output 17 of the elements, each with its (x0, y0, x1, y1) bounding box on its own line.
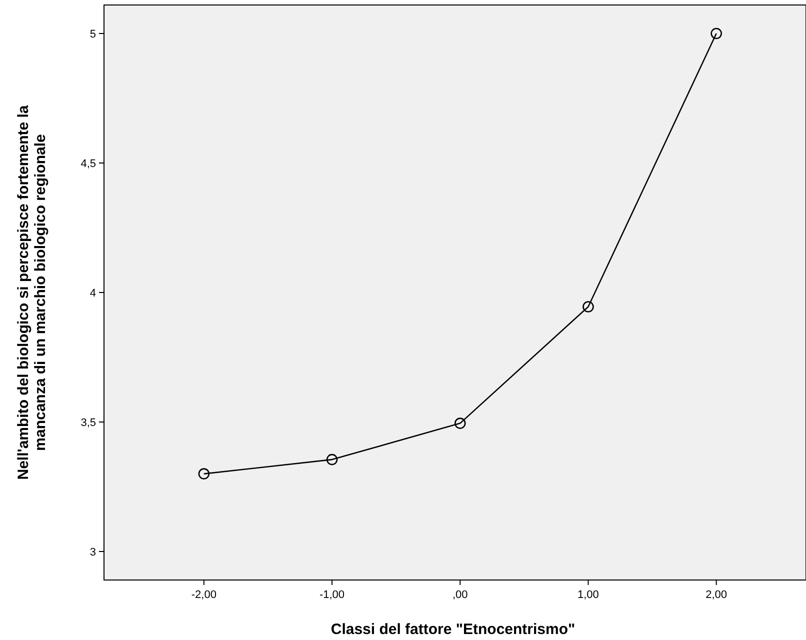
y-tick-label: 5 (90, 28, 96, 40)
point (326, 454, 338, 466)
y-tick-label: 4 (90, 287, 96, 300)
point (710, 28, 722, 40)
y-tick-label: 3 (90, 546, 96, 558)
y-tick-label: 3,5 (80, 416, 96, 429)
y-axis-title: Nell'ambito del biologico si percepisce fortemente la mancanza di un marchio biologico regionale (15, 104, 49, 480)
x-axis-title: Classi del fattore "Etnocentrismo" (330, 621, 576, 638)
x-tick-label: 1,00 (578, 589, 599, 601)
point (198, 468, 210, 480)
y-tick-label: 4,5 (80, 158, 96, 170)
point (454, 418, 466, 429)
point (582, 301, 594, 312)
x-tick-label: ,00 (452, 589, 468, 601)
x-tick-label: -1,00 (319, 589, 345, 601)
x-tick-label: 2,00 (706, 589, 728, 601)
x-tick-label: -2,00 (191, 589, 216, 601)
